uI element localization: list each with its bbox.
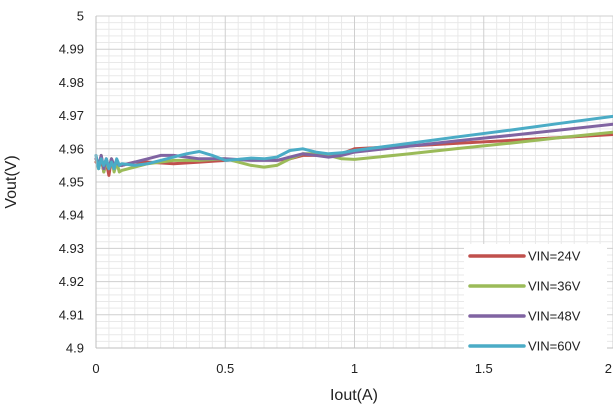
y-tick-label: 4.99 [59,42,84,57]
y-tick-labels: 4.9 4.91 4.92 4.93 4.94 4.95 4.96 4.97 4.98 4.99 5 [59,9,84,356]
x-tick-label: 0.5 [216,361,234,376]
legend-label: VIN=36V [528,279,581,294]
legend-label: VIN=48V [528,309,581,324]
legend-label: VIN=24V [528,249,581,264]
y-tick-label: 4.93 [59,241,84,256]
y-tick-label: 5 [77,9,84,24]
y-tick-label: 4.9 [66,341,84,356]
y-tick-label: 4.97 [59,108,84,123]
y-tick-label: 4.92 [59,274,84,289]
y-tick-label: 4.95 [59,175,84,190]
x-tick-label: 0 [92,361,99,376]
y-tick-label: 4.96 [59,141,84,156]
legend-label: VIN=60V [528,339,581,354]
x-tick-label: 1 [351,361,358,376]
legend: VIN=24V VIN=36V VIN=48V VIN=60V [464,244,607,364]
x-axis-title: Iout(A) [330,387,378,404]
y-axis-title: Vout(V) [3,155,20,208]
y-tick-label: 4.91 [59,307,84,322]
y-tick-label: 4.98 [59,75,84,90]
y-tick-label: 4.94 [59,208,84,223]
